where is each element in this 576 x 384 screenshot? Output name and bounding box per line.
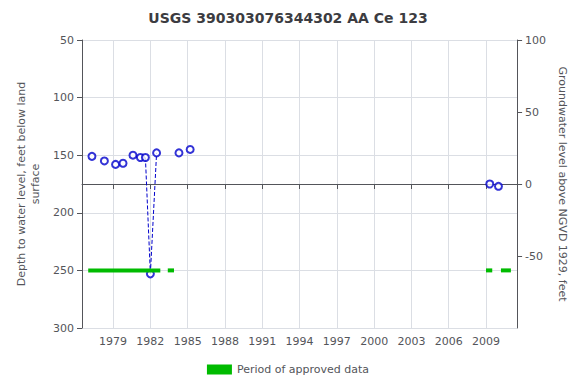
- svg-text:50: 50: [60, 34, 74, 47]
- svg-text:Groundwater level above NGVD 1: Groundwater level above NGVD 1929, feet: [556, 66, 569, 302]
- svg-text:Period of approved data: Period of approved data: [237, 363, 369, 376]
- svg-text:2000: 2000: [360, 335, 388, 348]
- svg-text:100: 100: [53, 91, 74, 104]
- svg-text:1988: 1988: [211, 335, 239, 348]
- svg-text:1979: 1979: [99, 335, 127, 348]
- svg-text:1982: 1982: [136, 335, 164, 348]
- svg-text:2003: 2003: [397, 335, 425, 348]
- svg-text:1994: 1994: [286, 335, 314, 348]
- svg-text:1991: 1991: [248, 335, 276, 348]
- svg-text:250: 250: [53, 264, 74, 277]
- svg-text:USGS 390303076344302 AA Ce 123: USGS 390303076344302 AA Ce 123: [148, 10, 427, 26]
- svg-text:1997: 1997: [323, 335, 351, 348]
- svg-text:0: 0: [525, 178, 532, 191]
- svg-text:300: 300: [53, 322, 74, 335]
- svg-text:-50: -50: [525, 250, 543, 263]
- svg-text:50: 50: [525, 106, 539, 119]
- svg-text:150: 150: [53, 149, 74, 162]
- svg-text:2006: 2006: [435, 335, 463, 348]
- svg-text:200: 200: [53, 206, 74, 219]
- svg-text:Depth to water level, feet bel: Depth to water level, feet below land: [15, 82, 28, 287]
- svg-text:2009: 2009: [472, 335, 500, 348]
- svg-text:100: 100: [525, 34, 546, 47]
- svg-text:1985: 1985: [174, 335, 202, 348]
- svg-text:surface: surface: [29, 163, 42, 204]
